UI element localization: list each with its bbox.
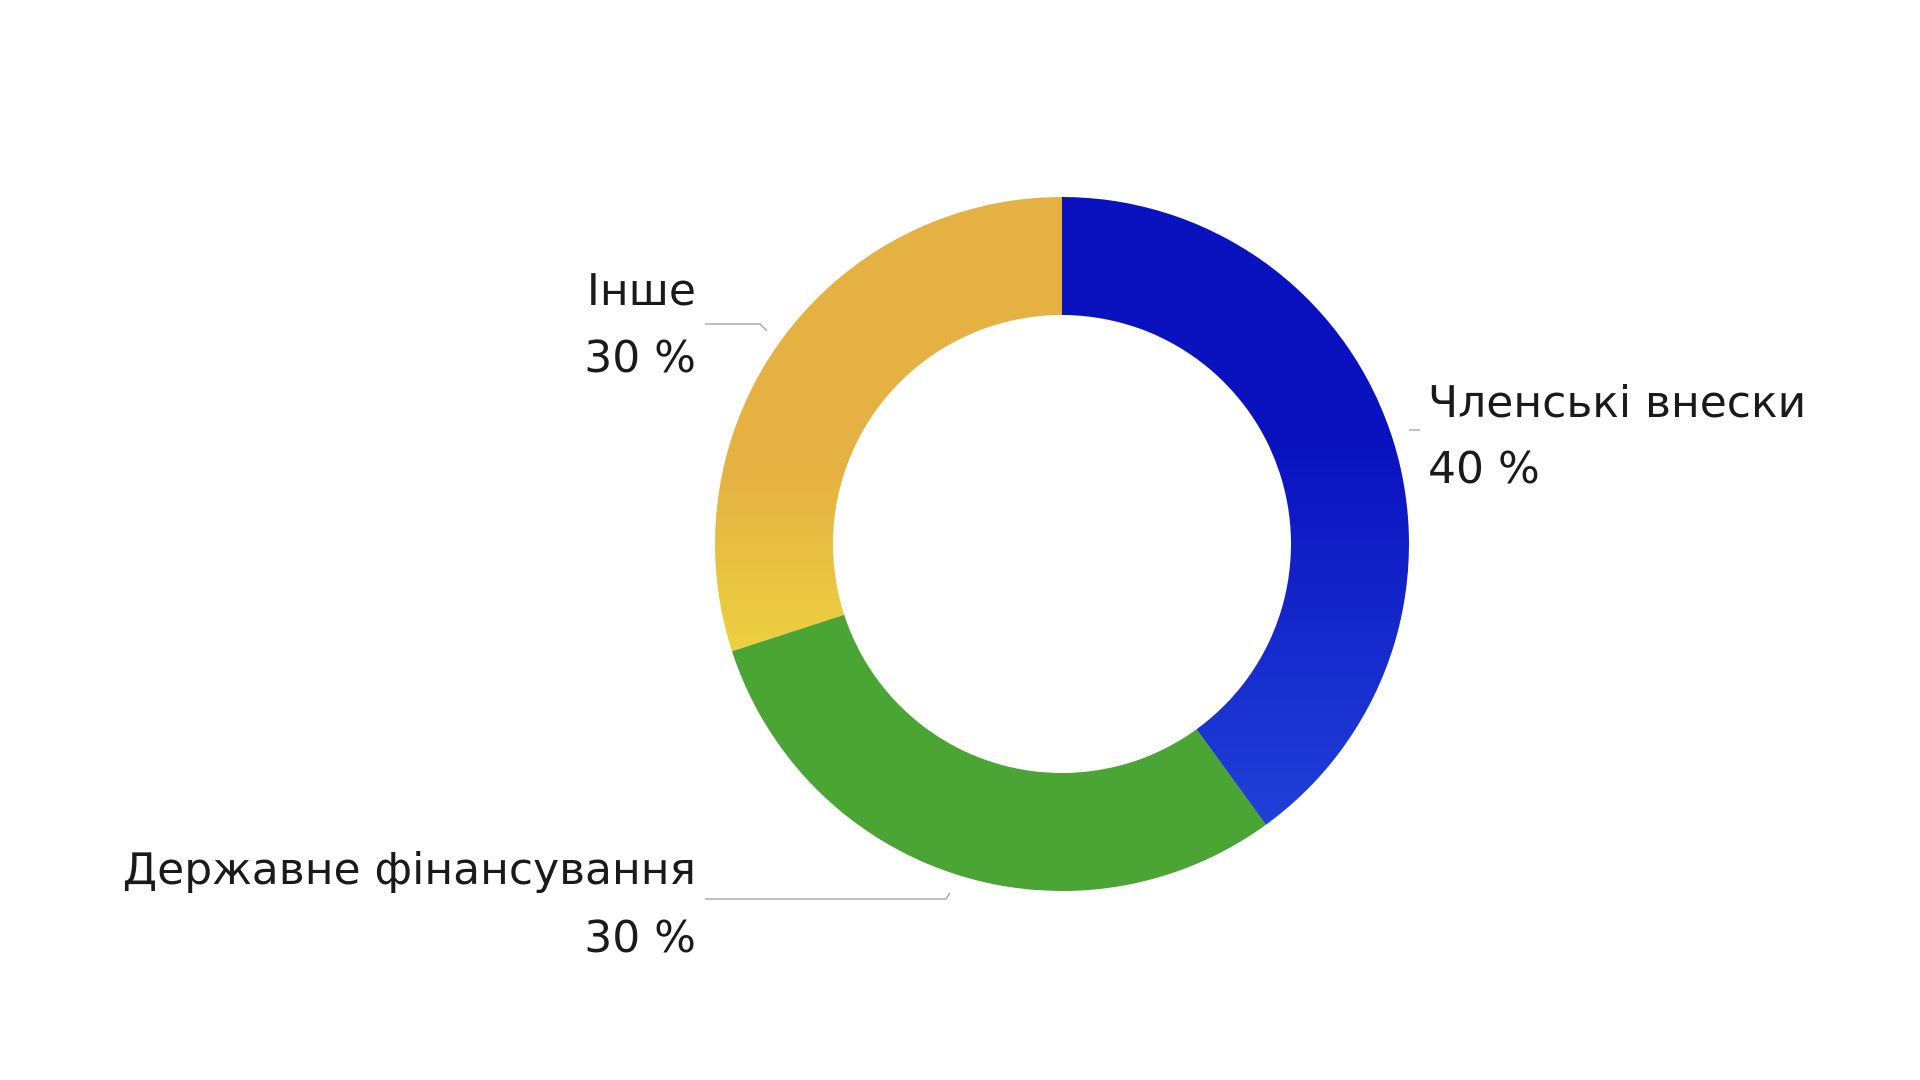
donut-segment xyxy=(731,614,1266,891)
category-label: Інше xyxy=(587,265,696,316)
value-label: 40 % xyxy=(1428,443,1540,494)
labels: Членські внески 40 % Державне фінансування… xyxy=(123,265,1806,963)
category-label: Державне фінансування xyxy=(123,844,696,895)
donut-segment xyxy=(1062,197,1409,825)
category-label: Членські внески xyxy=(1428,377,1806,428)
value-label: 30 % xyxy=(584,912,696,963)
donut-segment xyxy=(714,197,1062,652)
value-label: 30 % xyxy=(584,332,696,383)
leader-line xyxy=(705,892,951,900)
donut xyxy=(714,197,1409,891)
leader-line xyxy=(705,323,768,332)
